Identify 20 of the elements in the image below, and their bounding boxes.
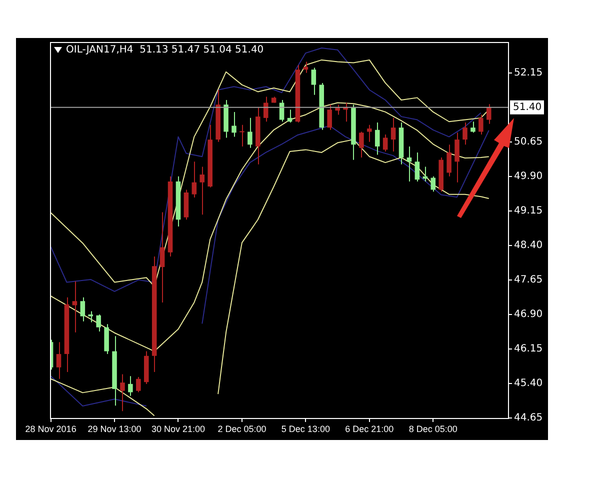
chart-title: OIL-JAN17,H4 51.13 51.47 51.04 51.40 bbox=[66, 44, 264, 56]
y-tick-label: 46.15 bbox=[514, 344, 543, 355]
x-tick-label: 28 Nov 2016 bbox=[25, 424, 76, 434]
y-tick-label: 49.90 bbox=[514, 170, 543, 182]
x-tick-label: 6 Dec 21:00 bbox=[345, 424, 394, 434]
y-tick-label: 44.65 bbox=[514, 412, 543, 424]
y-tick-label: 47.65 bbox=[514, 274, 543, 286]
x-tick-label: 5 Dec 13:00 bbox=[281, 424, 330, 434]
x-tick-label: 8 Dec 05:00 bbox=[408, 424, 458, 434]
candlestick bbox=[88, 310, 94, 323]
y-tick-label: 50.65 bbox=[514, 136, 543, 148]
x-tick-label: 29 Nov 13:00 bbox=[88, 424, 142, 434]
y-tick-label: 49.15 bbox=[514, 205, 543, 216]
x-tick-label: 2 Dec 05:00 bbox=[218, 424, 266, 434]
ref-line-label: 51.40 bbox=[513, 102, 542, 113]
y-tick-label: 46.90 bbox=[514, 309, 543, 320]
y-tick-label: 48.40 bbox=[514, 240, 543, 252]
y-tick-label: 52.15 bbox=[514, 67, 543, 78]
x-tick-label: 30 Nov 21:00 bbox=[151, 424, 206, 434]
y-tick-label: 45.40 bbox=[514, 378, 543, 390]
